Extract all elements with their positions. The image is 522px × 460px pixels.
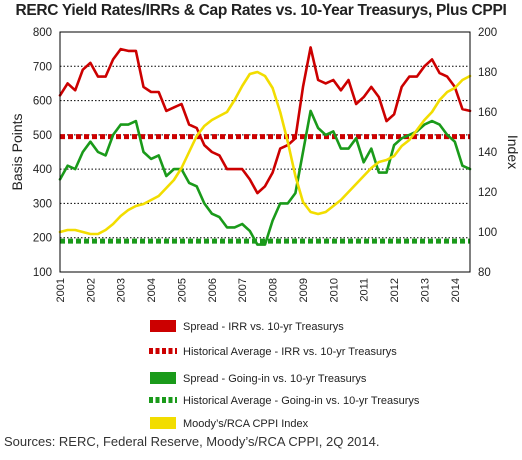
legend-label: Historical Average - Going-in vs. 10-yr … (183, 395, 420, 407)
x-tick-label: 2014 (450, 278, 462, 302)
y-tick-label: 200 (33, 233, 52, 245)
legend-label: Moody’s/RCA CPPI Index (183, 418, 309, 430)
legend-label: Spread - IRR vs. 10-yr Treasurys (183, 321, 344, 333)
series-lines (58, 46, 472, 246)
y2-tick-label: 120 (478, 187, 497, 199)
legend: Spread - IRR vs. 10-yr Treasurys Historic… (149, 320, 420, 430)
y-tick-label: 300 (33, 198, 52, 210)
x-tick-label: 2008 (268, 278, 280, 302)
y-tick-label: 700 (33, 61, 52, 73)
chart-title: RERC Yield Rates/IRRs & Cap Rates vs. 10… (15, 2, 507, 19)
x-tick-label: 2012 (389, 278, 401, 302)
series-line (58, 70, 472, 236)
y2-tick-label: 160 (478, 107, 497, 119)
y-tick-label: 500 (33, 130, 52, 142)
series-line (58, 46, 472, 195)
y2-tick-label: 200 (478, 27, 497, 39)
x-tick-label: 2007 (237, 278, 249, 302)
legend-swatch (150, 372, 176, 384)
source-note: Sources: RERC, Federal Reserve, Moody’s/… (4, 434, 380, 449)
x-tick-label: 2002 (85, 278, 97, 302)
y2-tick-label: 100 (478, 227, 497, 239)
series-line (58, 109, 472, 246)
x-tick-label: 2009 (298, 278, 310, 302)
x-tick-label: 2006 (207, 278, 219, 302)
gridlines (60, 65, 470, 239)
x-tick-label: 2003 (116, 278, 128, 302)
legend-label: Spread - Going-in vs. 10-yr Treasurys (183, 373, 367, 385)
plot-area-border (59, 31, 471, 273)
legend-swatch (150, 320, 176, 332)
y2-axis-title: Index (505, 135, 521, 169)
axes: 100 200 300 400 500 600 700 800 80 100 120 140 160 18… (9, 27, 521, 302)
x-tick-label: 2005 (176, 278, 188, 302)
y2-tick-label: 180 (478, 67, 497, 79)
y-axis-title: Basis Points (9, 113, 25, 190)
y2-tick-label: 140 (478, 147, 497, 159)
x-tick-label: 2011 (359, 278, 371, 302)
x-tick-label: 2013 (419, 278, 431, 302)
y-tick-label: 100 (33, 267, 52, 279)
legend-swatch (150, 417, 176, 429)
legend-label: Historical Average - IRR vs. 10-yr Treas… (183, 346, 397, 358)
y-tick-label: 400 (33, 164, 52, 176)
x-tick-label: 2010 (328, 278, 340, 302)
y2-tick-label: 80 (478, 267, 491, 279)
average-lines (60, 134, 470, 244)
y-tick-label: 600 (33, 96, 52, 108)
x-tick-label: 2004 (146, 278, 158, 302)
y-tick-label: 800 (33, 27, 52, 39)
x-tick-label: 2001 (55, 278, 67, 302)
